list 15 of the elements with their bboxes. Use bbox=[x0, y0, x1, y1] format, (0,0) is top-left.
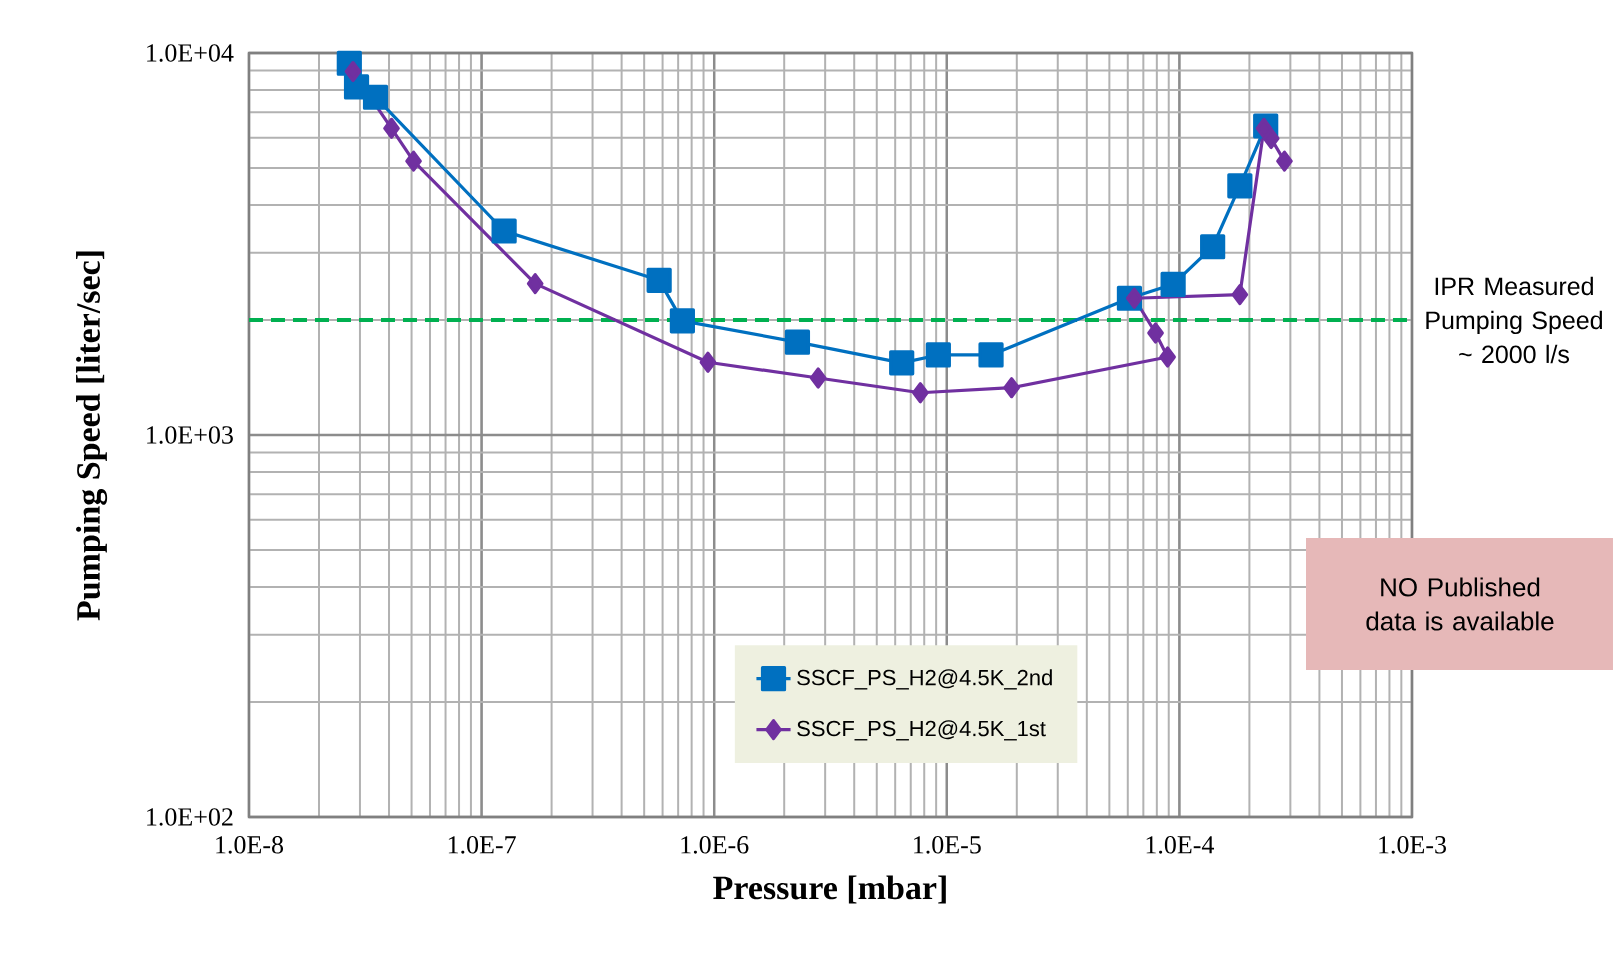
y-axis-title: Pumping Speed [liter/sec] bbox=[76, 251, 108, 621]
x-tick-label: 1.0E-4 bbox=[1146, 836, 1215, 854]
ref-line-label: IPR Measured Pumping Speed ~ 2000 l/s bbox=[1426, 276, 1602, 364]
x-tick-label: 1.0E-5 bbox=[914, 836, 981, 854]
legend-label: SSCF_PS_H2@4.5K_2nd bbox=[797, 669, 1052, 690]
x-tick-label: 1.0E-3 bbox=[1379, 836, 1446, 854]
y-tick-label: 1.0E+03 bbox=[147, 426, 233, 444]
annotation: NO Published data is available bbox=[1366, 577, 1554, 631]
y-tick-label: 1.0E+04 bbox=[147, 44, 234, 62]
x-tick-label: 1.0E-7 bbox=[448, 836, 516, 854]
legend-label: SSCF_PS_H2@4.5K_1st bbox=[797, 720, 1046, 741]
x-tick-label: 1.0E-8 bbox=[216, 836, 284, 854]
x-axis-title: Pressure [mbar] bbox=[713, 875, 946, 904]
y-tick-label: 1.0E+02 bbox=[147, 808, 233, 826]
x-tick-label: 1.0E-6 bbox=[681, 836, 749, 854]
